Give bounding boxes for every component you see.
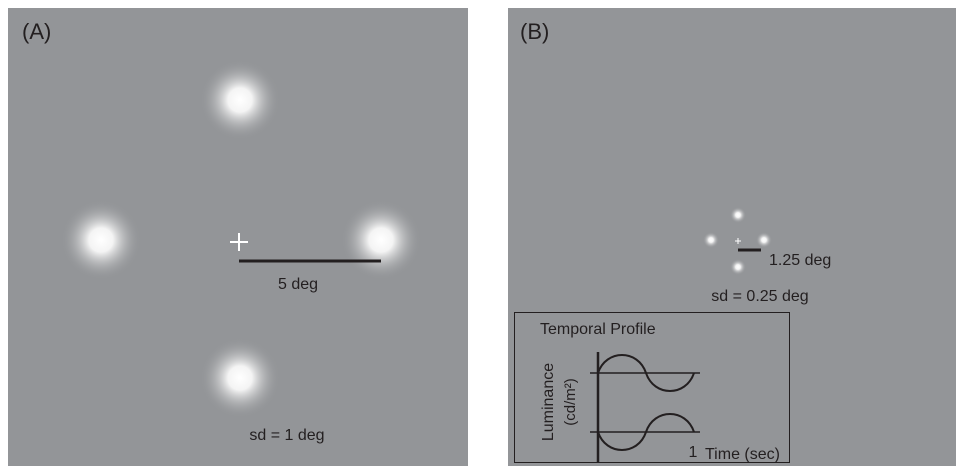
sd-label: sd = 1 deg xyxy=(249,427,324,444)
x-tick-label: 1 xyxy=(689,444,698,461)
panel-label: (B) xyxy=(520,19,549,44)
scale-label: 1.25 deg xyxy=(769,252,831,269)
figure: (A) 5 deg sd = 1 deg (B) 1.25 deg sd = 0… xyxy=(0,0,958,468)
blob xyxy=(200,338,280,418)
y-unit: (cd/m²) xyxy=(562,378,579,426)
blob xyxy=(703,232,719,248)
x-label: Time (sec) xyxy=(705,446,780,463)
blob xyxy=(341,200,421,280)
sd-label: sd = 0.25 deg xyxy=(711,288,808,305)
blob xyxy=(756,232,772,248)
blob xyxy=(61,200,141,280)
inset-title: Temporal Profile xyxy=(540,321,656,338)
y-label: Luminance xyxy=(540,363,557,441)
blob xyxy=(730,207,746,223)
blob xyxy=(730,259,746,275)
scale-label: 5 deg xyxy=(278,276,318,293)
blob xyxy=(200,60,280,140)
panel-label: (A) xyxy=(22,19,51,44)
